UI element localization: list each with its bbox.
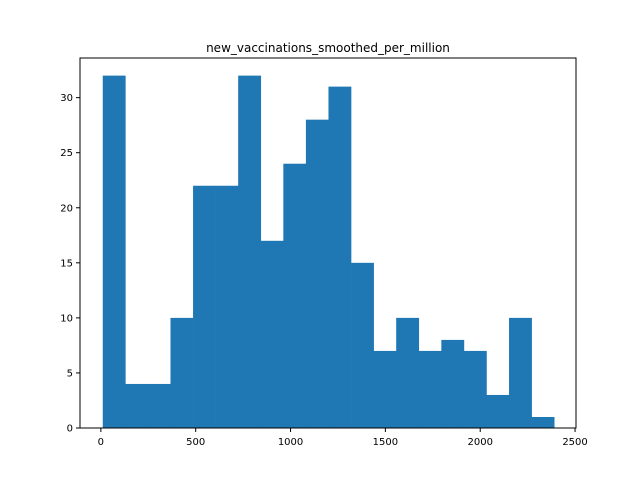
y-tick-label: 15 [60,258,73,269]
bars-group [102,75,555,429]
histogram-bar [283,163,307,428]
histogram-bar [170,317,194,428]
histogram-bar [531,416,555,428]
histogram-bar [373,350,397,428]
histogram-bar [260,240,284,428]
histogram-bar [486,394,510,428]
y-axis: 0 5 10 15 20 25 30 [60,93,80,435]
x-tick-label: 1500 [373,437,398,448]
plot-frame [79,57,577,429]
y-tick-label: 10 [60,313,73,324]
y-tick-label: 20 [60,203,73,214]
x-tick-label: 2500 [562,437,587,448]
x-axis: 0 500 1000 1500 2000 2500 [98,428,588,448]
histogram-bar [193,185,216,428]
histogram-bar [328,86,352,428]
x-tick-label: 1000 [278,437,303,448]
histogram-bar [351,262,374,428]
x-tick-label: 0 [98,437,104,448]
x-tick-label: 2000 [467,437,492,448]
x-tick-label: 500 [186,437,205,448]
histogram-bar [463,350,487,428]
y-tick-label: 30 [60,93,73,104]
y-tick-label: 0 [67,424,73,435]
histogram-bar [418,350,442,428]
histogram-bar [509,317,532,428]
histogram-bar [215,185,239,428]
y-tick-label: 5 [67,368,73,379]
histogram-bar [125,383,149,428]
chart-title: new_vaccinations_smoothed_per_million [206,41,450,55]
y-tick-label: 25 [60,148,73,159]
histogram-bar [441,339,465,428]
histogram-bar [147,383,171,428]
histogram-bar [102,75,126,429]
histogram-bar [305,119,329,429]
histogram-bar [238,75,262,429]
histogram-bar [396,317,420,428]
